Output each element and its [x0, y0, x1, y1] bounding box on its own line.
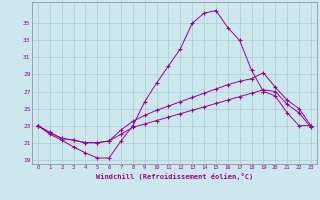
X-axis label: Windchill (Refroidissement éolien,°C): Windchill (Refroidissement éolien,°C)	[96, 173, 253, 180]
